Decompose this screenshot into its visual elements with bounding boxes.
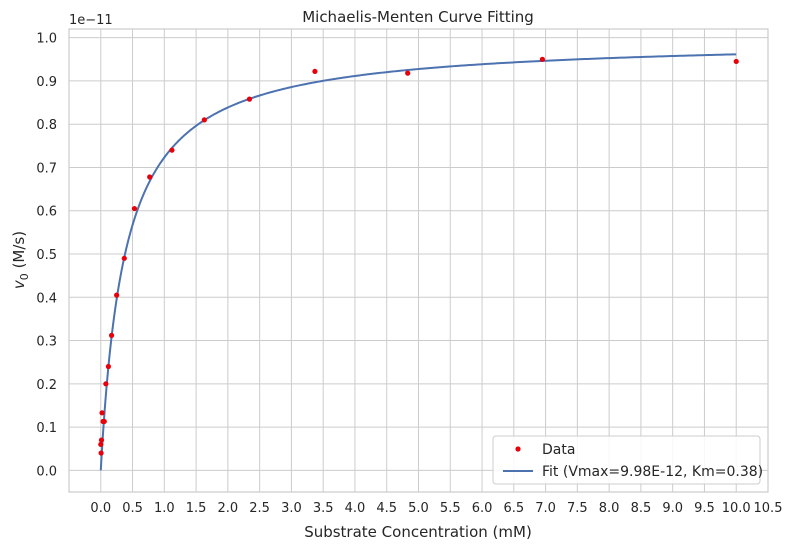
x-tick-label: 10.0 xyxy=(722,501,751,516)
y-tick-label: 0.6 xyxy=(36,205,57,220)
data-point xyxy=(539,56,546,62)
y-tick-label: 0.7 xyxy=(36,161,57,176)
data-point xyxy=(103,381,109,387)
x-tick-label: 6.0 xyxy=(472,501,493,516)
x-tick-label: 3.5 xyxy=(313,501,334,516)
x-tick-label: 0.0 xyxy=(90,501,111,516)
y-axis-label-unit: (M/s) xyxy=(10,231,28,273)
x-tick-label: 3.0 xyxy=(281,501,302,516)
legend-marker-data xyxy=(515,446,521,452)
plot-frame xyxy=(68,28,769,493)
y-tick-label: 0.3 xyxy=(36,335,57,350)
data-point xyxy=(201,117,207,123)
y-tick-label: 0.0 xyxy=(36,464,57,479)
x-tick-label: 2.0 xyxy=(218,501,239,516)
chart-title: Michaelis-Menten Curve Fitting xyxy=(302,8,534,26)
data-point xyxy=(246,96,253,102)
data-point xyxy=(105,363,111,370)
y-axis-label: v0 (M/s) xyxy=(10,231,31,289)
x-tick-label: 7.0 xyxy=(535,501,556,516)
data-point xyxy=(108,332,115,338)
data-point xyxy=(131,205,138,212)
data-point xyxy=(121,255,127,261)
legend-label-fit: Fit (Vmax=9.98E-12, Km=0.38) xyxy=(542,464,763,480)
x-tick-label: 1.0 xyxy=(154,501,175,516)
y-tick-label: 1.0 xyxy=(36,32,57,47)
x-tick-label: 7.5 xyxy=(567,501,588,516)
y-tick-label: 0.2 xyxy=(36,378,57,393)
x-tick-label: 1.5 xyxy=(186,501,207,516)
data-point xyxy=(99,410,105,416)
data-point xyxy=(114,292,120,298)
x-tick-label: 9.5 xyxy=(694,501,715,516)
x-tick-label: 2.5 xyxy=(249,501,270,516)
x-tick-label: 6.5 xyxy=(503,501,524,516)
x-tick-label: 9.0 xyxy=(662,501,683,516)
data-point xyxy=(405,70,411,76)
y-tick-label: 0.8 xyxy=(36,118,57,133)
data-point xyxy=(147,174,153,180)
x-tick-label: 8.5 xyxy=(631,501,652,516)
x-tick-label: 8.0 xyxy=(599,501,620,516)
y-axis-label-sub: 0 xyxy=(18,273,31,280)
data-point xyxy=(98,441,104,448)
series-layer xyxy=(98,53,739,471)
x-tick-label: 10.5 xyxy=(754,501,783,516)
data-point xyxy=(98,450,104,456)
y-offset-label: 1e−11 xyxy=(69,13,113,28)
data-point xyxy=(733,58,739,65)
x-tick-label: 0.5 xyxy=(122,501,143,516)
legend: Data Fit (Vmax=9.98E-12, Km=0.38) xyxy=(492,435,763,485)
data-point xyxy=(101,418,107,425)
y-tick-label: 0.5 xyxy=(36,248,57,263)
data-point xyxy=(169,147,175,153)
y-tick-label: 0.4 xyxy=(36,291,57,306)
legend-label-data: Data xyxy=(542,442,575,458)
data-point xyxy=(98,437,105,443)
x-tick-labels: 0.0 0.5 1.0 1.5 2.0 2.5 3.0 3.5 4.0 4.5 5.0 5.5 6.0 6… xyxy=(90,501,782,516)
legend-box xyxy=(492,435,761,485)
x-tick-label: 5.0 xyxy=(408,501,429,516)
y-tick-labels: 0.0 0.1 0.2 0.3 0.4 0.5 0.6 0.7 0.8 0.9 1.0 xyxy=(36,32,57,480)
x-tick-label: 5.5 xyxy=(440,501,461,516)
data-point xyxy=(312,68,318,75)
y-tick-label: 0.9 xyxy=(36,75,57,90)
y-tick-label: 0.1 xyxy=(36,421,57,436)
x-axis-label: Substrate Concentration (mM) xyxy=(304,523,532,541)
y-axis-label-var: v xyxy=(10,279,28,289)
x-tick-label: 4.5 xyxy=(376,501,397,516)
x-tick-label: 4.0 xyxy=(345,501,366,516)
